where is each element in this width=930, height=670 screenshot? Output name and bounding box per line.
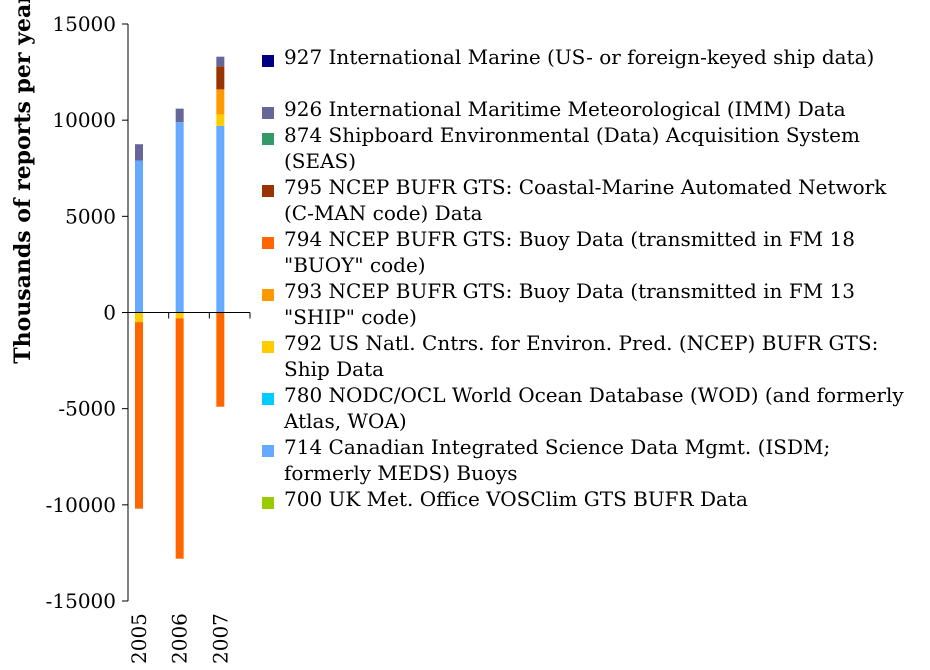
legend-item: 714 Canadian Integrated Science Data Mgm… — [262, 434, 922, 486]
plot-area: 15000 10000 5000 0 -5000 -10000 -15000 2005 2006… — [46, 12, 251, 664]
legend-swatch — [262, 107, 274, 119]
legend-swatch — [262, 133, 274, 145]
legend-label: 700 UK Met. Office VOSClim GTS BUFR Data — [284, 487, 748, 511]
legend-swatch — [262, 445, 274, 457]
legend-item: 927 International Marine (US- or foreign… — [262, 44, 922, 70]
legend-label: 874 Shipboard Environmental (Data) Acqui… — [284, 123, 860, 173]
legend-swatch — [262, 393, 274, 405]
legend-item: 700 UK Met. Office VOSClim GTS BUFR Data — [262, 486, 922, 512]
legend-item: 780 NODC/OCL World Ocean Database (WOD) … — [262, 382, 922, 434]
y-tick-label: -5000 — [58, 397, 116, 421]
y-axis-label: Thousands of reports per year — [10, 0, 36, 364]
legend-swatch — [262, 289, 274, 301]
y-tick-label: 15000 — [52, 12, 116, 36]
legend-label: 794 NCEP BUFR GTS: Buoy Data (transmitte… — [284, 227, 855, 277]
x-category-label: 2006 — [168, 613, 192, 664]
legend-item: 792 US Natl. Cntrs. for Environ. Pred. (… — [262, 330, 922, 382]
bar-segment — [216, 66, 225, 90]
legend-item: 795 NCEP BUFR GTS: Coastal-Marine Automa… — [262, 174, 922, 226]
legend-swatch — [262, 55, 274, 67]
legend-swatch — [262, 185, 274, 197]
legend: 927 International Marine (US- or foreign… — [262, 44, 922, 512]
y-tick-label: 10000 — [52, 108, 116, 132]
legend-item: 874 Shipboard Environmental (Data) Acqui… — [262, 122, 922, 174]
legend-label: 714 Canadian Integrated Science Data Mgm… — [284, 435, 831, 485]
y-tick-label: -10000 — [46, 493, 116, 517]
legend-item: 793 NCEP BUFR GTS: Buoy Data (transmitte… — [262, 278, 922, 330]
bar-segment — [216, 114, 225, 126]
legend-label: 926 International Maritime Meteorologica… — [284, 97, 846, 121]
bar-segment — [216, 125, 225, 313]
bar-segment — [135, 312, 143, 323]
bar-segment — [135, 160, 143, 313]
bar-segment — [175, 108, 184, 123]
y-tick-label: -15000 — [46, 589, 116, 613]
x-category-label: 2005 — [127, 613, 151, 664]
legend-swatch — [262, 237, 274, 249]
legend-item: 794 NCEP BUFR GTS: Buoy Data (transmitte… — [262, 226, 922, 278]
legend-label: 795 NCEP BUFR GTS: Coastal-Marine Automa… — [284, 175, 887, 225]
bar-segment — [175, 318, 184, 559]
bar-segment — [216, 89, 225, 115]
bar-segment — [216, 56, 225, 67]
legend-label: 927 International Marine (US- or foreign… — [284, 45, 875, 69]
legend-item: 926 International Maritime Meteorologica… — [262, 96, 922, 122]
y-tick-label: 0 — [103, 301, 116, 325]
bar-segment — [135, 322, 143, 509]
x-category-label: 2007 — [208, 613, 232, 664]
legend-label: 792 US Natl. Cntrs. for Environ. Pred. (… — [284, 331, 879, 381]
y-tick-label: 5000 — [65, 204, 116, 228]
legend-label: 780 NODC/OCL World Ocean Database (WOD) … — [284, 383, 904, 433]
legend-swatch — [262, 341, 274, 353]
bar-segment — [175, 122, 184, 313]
legend-label: 793 NCEP BUFR GTS: Buoy Data (transmitte… — [284, 279, 855, 329]
bar-segment — [216, 312, 225, 407]
bar-segment — [135, 144, 143, 161]
legend-swatch — [262, 497, 274, 509]
bar-segment — [175, 312, 184, 319]
